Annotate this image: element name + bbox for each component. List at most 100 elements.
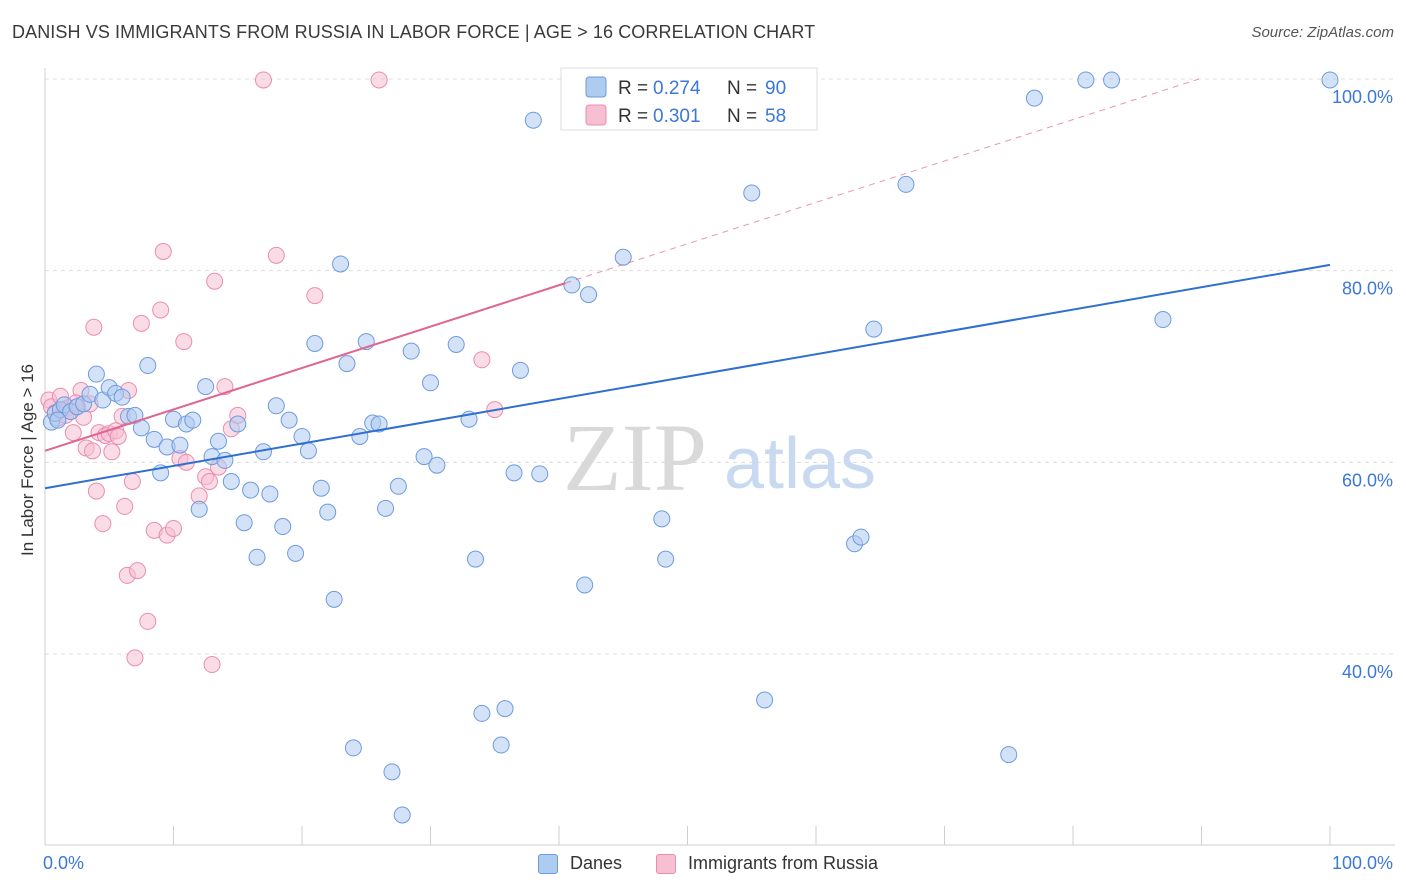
data-point-russia	[64, 424, 82, 442]
data-point-danes	[505, 464, 523, 482]
data-point-russia	[473, 351, 491, 369]
data-point-russia	[203, 656, 221, 674]
data-point-danes	[466, 550, 484, 568]
data-point-danes	[280, 411, 298, 429]
data-point-russia	[94, 515, 112, 533]
data-point-russia	[103, 443, 121, 461]
data-point-danes	[422, 374, 439, 392]
data-point-russia	[132, 314, 150, 332]
data-point-danes	[614, 248, 632, 266]
data-point-danes	[1321, 71, 1339, 89]
tick-labels: 40.0% 60.0% 80.0% 100.0% 0.0% 100.0%	[43, 87, 1393, 873]
data-point-russia	[87, 482, 105, 500]
stats-swatch	[585, 76, 607, 98]
data-point-danes	[743, 184, 761, 202]
stats-text: R =	[618, 78, 648, 99]
data-point-danes	[242, 481, 260, 499]
data-point-danes	[428, 456, 446, 474]
stats-text: 90	[765, 78, 786, 99]
data-point-danes	[312, 479, 330, 497]
x-tick-label: 100.0%	[1332, 853, 1393, 873]
series-russia-points	[40, 71, 504, 674]
data-point-russia	[165, 519, 182, 537]
data-point-danes	[393, 806, 411, 824]
axis-layer	[44, 68, 1395, 846]
stats-text: R =	[618, 106, 648, 127]
watermark-atlas: atlas	[724, 424, 876, 504]
data-point-danes	[332, 255, 350, 273]
data-point-danes	[113, 388, 131, 406]
y-tick-label: 40.0%	[1342, 662, 1393, 682]
data-point-danes	[756, 691, 774, 709]
data-point-danes	[852, 528, 870, 546]
legend-item-danes[interactable]: Danes	[538, 853, 622, 874]
data-point-danes	[216, 451, 234, 469]
data-point-danes	[248, 548, 266, 566]
data-point-russia	[152, 301, 170, 319]
data-point-russia	[129, 562, 147, 580]
data-point-danes	[473, 704, 491, 722]
data-point-russia	[109, 427, 127, 445]
data-point-danes	[197, 378, 215, 396]
data-point-danes	[576, 576, 594, 594]
legend-swatch-russia	[656, 853, 676, 874]
series-danes-points	[42, 71, 1339, 824]
data-point-danes	[1103, 71, 1121, 89]
data-point-russia	[254, 71, 272, 89]
watermark: ZIP atlas	[563, 404, 876, 511]
data-point-danes	[653, 510, 671, 528]
data-point-danes	[171, 436, 189, 454]
data-point-danes	[274, 518, 292, 536]
data-point-danes	[1000, 746, 1018, 764]
data-point-danes	[657, 550, 675, 568]
data-point-danes	[145, 430, 163, 448]
data-point-danes	[184, 411, 202, 429]
data-point-danes	[377, 499, 395, 517]
data-point-russia	[84, 442, 102, 460]
chart-title: DANISH VS IMMIGRANTS FROM RUSSIA IN LABO…	[12, 22, 816, 42]
data-point-russia	[116, 497, 134, 515]
data-point-danes	[190, 500, 208, 518]
legend-item-russia[interactable]: Immigrants from Russia	[656, 853, 878, 874]
data-point-danes	[1025, 89, 1043, 107]
data-point-danes	[325, 590, 343, 608]
data-point-danes	[580, 286, 598, 304]
source-label: Source: ZipAtlas.com	[1251, 24, 1394, 41]
data-point-danes	[139, 357, 157, 375]
data-point-danes	[235, 514, 253, 532]
data-point-danes	[1154, 311, 1172, 329]
data-point-danes	[370, 415, 388, 433]
data-point-danes	[897, 175, 915, 193]
stats-text: 0.301	[653, 106, 701, 127]
data-point-danes	[319, 503, 337, 521]
data-point-danes	[261, 485, 279, 503]
x-tick-label: 0.0%	[43, 853, 84, 873]
data-point-russia	[154, 243, 172, 260]
data-point-russia	[267, 246, 285, 264]
data-point-danes	[492, 736, 510, 754]
data-point-russia	[200, 473, 218, 490]
data-point-danes	[49, 411, 67, 429]
data-point-russia	[306, 287, 324, 305]
data-point-danes	[222, 473, 240, 490]
data-point-danes	[1077, 71, 1095, 89]
trendline-russia	[44, 282, 566, 452]
data-point-danes	[299, 442, 317, 460]
data-point-russia	[139, 612, 157, 630]
data-point-danes	[511, 361, 529, 379]
legend-label-danes: Danes	[570, 853, 623, 873]
data-point-danes	[402, 342, 420, 360]
data-point-russia	[123, 473, 141, 490]
data-point-russia	[126, 649, 144, 667]
watermark-zip: ZIP	[563, 404, 707, 511]
legend-label-russia: Immigrants from Russia	[688, 853, 879, 873]
y-tick-label: 100.0%	[1332, 87, 1393, 107]
data-point-danes	[447, 335, 465, 353]
stats-box: R = 0.274 N = 90 R = 0.301 N = 58	[560, 67, 818, 131]
stats-text: 58	[765, 106, 786, 127]
trend-layer	[44, 78, 1331, 490]
y-tick-label: 60.0%	[1342, 470, 1393, 490]
data-point-danes	[524, 111, 542, 129]
trendline-russia-extension	[565, 78, 1200, 284]
stats-text: N =	[727, 106, 757, 127]
